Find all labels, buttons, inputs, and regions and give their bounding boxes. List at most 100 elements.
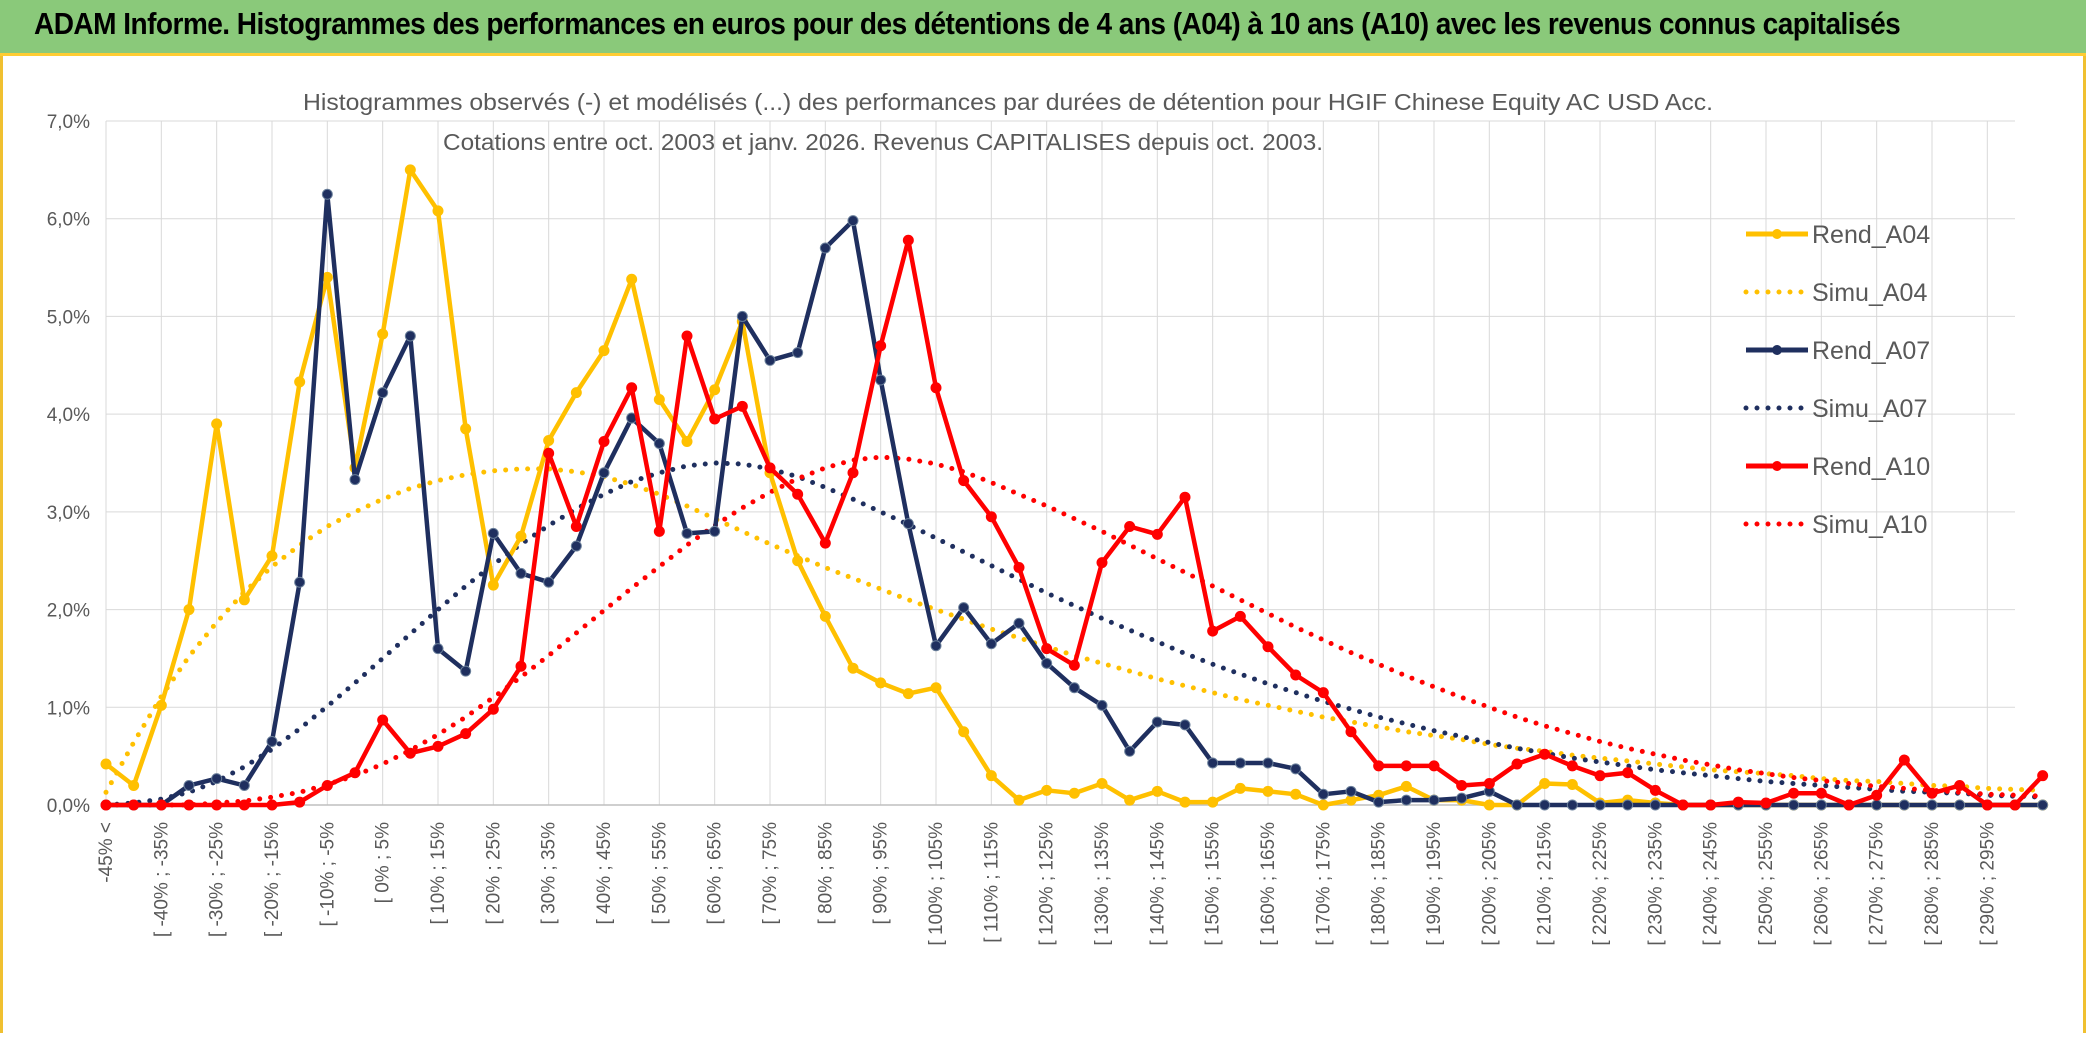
data-point [570, 387, 582, 399]
x-tick-label: [ 110% ; 115% [981, 822, 1002, 943]
data-point [1151, 716, 1163, 728]
data-point [1539, 748, 1551, 760]
y-tick-label: 2,0% [47, 601, 90, 622]
legend-marker [1772, 461, 1782, 471]
legend-label: Simu_A10 [1812, 511, 1927, 539]
data-point [958, 475, 970, 487]
data-point [1428, 794, 1440, 806]
chart-legend: Rend_A04 Simu_A04 Rend_A07 Simu_A07 Rend_A10… [1743, 221, 1930, 539]
x-tick-label: [ 0% ; 5% [373, 822, 394, 903]
data-point [1871, 789, 1883, 801]
data-point [875, 677, 887, 689]
data-point [1207, 757, 1219, 769]
data-point [1096, 699, 1108, 711]
data-point [598, 436, 610, 448]
data-point [1898, 799, 1910, 811]
data-point [1234, 782, 1246, 794]
data-point [211, 799, 223, 811]
data-point [1262, 757, 1274, 769]
data-point [985, 638, 997, 650]
data-point [1068, 787, 1080, 799]
data-point [1290, 669, 1302, 681]
chart-title: Histogrammes observés (-) et modélisés (… [303, 89, 1713, 115]
data-point [432, 643, 444, 655]
data-point [1151, 785, 1163, 797]
x-tick-label: [ 10% ; 15% [428, 822, 449, 925]
data-point [1373, 796, 1385, 808]
x-tick-label: [ 240% ; 245% [1701, 822, 1722, 946]
data-point [321, 188, 333, 200]
data-point [1898, 754, 1910, 766]
histogram-chart: Histogrammes observés (-) et modélisés (… [47, 89, 2049, 946]
series-rend-a07 [106, 192, 2043, 808]
data-point [792, 555, 804, 567]
data-point [1400, 794, 1412, 806]
x-tick-label: [ 190% ; 195% [1424, 822, 1445, 946]
data-point [404, 164, 416, 176]
data-point [1511, 799, 1523, 811]
data-point [792, 347, 804, 359]
data-point [460, 423, 472, 435]
y-axis-ticks: 0,0% 1,0% 2,0% 3,0% 4,0% 5,0% 6,0% 7,0% [47, 112, 90, 817]
data-point [736, 400, 748, 412]
data-point [875, 374, 887, 386]
data-point [1207, 625, 1219, 637]
data-point [183, 779, 195, 791]
data-point [958, 726, 970, 738]
x-tick-label: [ 260% ; 265% [1811, 822, 1832, 946]
x-tick-label: [ -20% ; -15% [262, 822, 283, 937]
x-tick-label: [ 290% ; 295% [1977, 822, 1998, 946]
data-point [1317, 799, 1329, 811]
data-point [1566, 799, 1578, 811]
data-point [1041, 657, 1053, 669]
x-tick-label: [ 200% ; 205% [1479, 822, 1500, 946]
data-point [1068, 682, 1080, 694]
data-point [404, 330, 416, 342]
data-point [1041, 643, 1053, 655]
data-point [653, 437, 665, 449]
data-point [847, 467, 859, 479]
data-point [266, 735, 278, 747]
data-point [155, 699, 167, 711]
x-tick-label: [ 50% ; 55% [649, 822, 670, 925]
data-point [1234, 610, 1246, 622]
data-point [792, 488, 804, 500]
data-point [543, 435, 555, 447]
series-rend-a04 [104, 167, 2043, 808]
data-point [1926, 787, 1938, 799]
data-point [1705, 799, 1717, 811]
data-point [515, 530, 527, 542]
data-point [1373, 760, 1385, 772]
legend-label: Simu_A04 [1812, 279, 1927, 307]
data-point [349, 767, 361, 779]
data-point [764, 462, 776, 474]
data-point [819, 537, 831, 549]
chart-subtitle: Cotations entre oct. 2003 et janv. 2026.… [443, 129, 1323, 155]
data-point [570, 540, 582, 552]
data-point [819, 610, 831, 622]
x-tick-label: [ 100% ; 105% [926, 822, 947, 946]
x-tick-label: [ 230% ; 235% [1645, 822, 1666, 946]
x-tick-label: [ 220% ; 225% [1590, 822, 1611, 946]
data-point [1483, 778, 1495, 790]
x-tick-label: [ 280% ; 285% [1922, 822, 1943, 946]
data-point [155, 799, 167, 811]
data-point [1677, 799, 1689, 811]
data-point [377, 714, 389, 726]
data-point [1926, 799, 1938, 811]
x-tick-label: [ -40% ; -35% [151, 822, 172, 937]
data-point [681, 527, 693, 539]
data-point [321, 779, 333, 791]
y-tick-label: 7,0% [47, 112, 90, 133]
data-point [1400, 780, 1412, 792]
x-tick-label: [ -30% ; -25% [207, 822, 228, 937]
legend-label: Simu_A07 [1812, 395, 1927, 423]
legend-label: Rend_A04 [1812, 221, 1930, 249]
data-point [238, 799, 250, 811]
data-point [377, 328, 389, 340]
data-point [1317, 788, 1329, 800]
data-point [875, 340, 887, 352]
data-point [1483, 799, 1495, 811]
data-point [1622, 799, 1634, 811]
data-point [1179, 719, 1191, 731]
